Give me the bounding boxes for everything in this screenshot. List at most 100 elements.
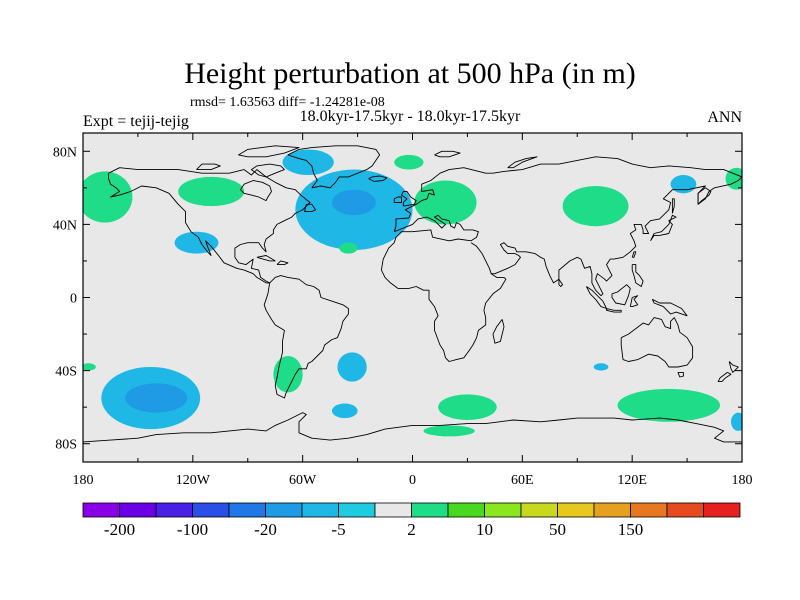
longitude-labels: 180 120W 60W 0 60E 120E 180 [73, 473, 753, 488]
colorbar-box [155, 502, 193, 518]
colorbar-box [520, 502, 558, 518]
colorbar-box [338, 502, 376, 518]
experiment-label: Expt = tejij-tejig [83, 113, 189, 130]
colorbar-box [192, 502, 230, 518]
coastline-new-zealand-south [717, 372, 732, 383]
colorbar-label: -5 [331, 520, 345, 539]
colorbar-box [593, 502, 631, 518]
coastline-cuba [256, 255, 276, 262]
lat-tick-label: 40S [55, 365, 77, 380]
lat-tick-label: 40N [53, 218, 77, 233]
coastline-new-zealand-north [728, 361, 739, 373]
coastline-tasmania [677, 371, 684, 378]
anomaly-positive-18 [83, 363, 96, 371]
lon-tick-label: 180 [732, 473, 753, 488]
colorbar-box [82, 502, 120, 518]
coastline-novaya-zemlya [507, 156, 538, 169]
anomaly-negative-core-5 [125, 383, 188, 413]
anomaly-negative-9 [731, 412, 742, 431]
lat-tick-label: 80N [53, 145, 77, 160]
colorbar-label: 2 [407, 520, 416, 539]
anomaly-positive-22 [423, 425, 475, 437]
colorbar-box [228, 502, 266, 518]
colorbar-labels: -200 -100 -20 -5 2 10 50 150 [104, 520, 643, 539]
coastline-borneo [611, 284, 631, 306]
colorbar: -200 -100 -20 -5 2 10 50 150 [82, 502, 741, 539]
lon-tick-label: 0 [409, 473, 416, 488]
coastline-philippines [631, 264, 644, 287]
coastline-sakhalin [671, 198, 675, 214]
lon-tick-label: 120E [617, 473, 647, 488]
coastline-sumatra [585, 286, 607, 309]
coastlines [83, 145, 742, 443]
anomaly-positive-17 [339, 242, 358, 254]
anomaly-positive-11 [83, 171, 133, 223]
anomaly-positive-15 [562, 186, 629, 227]
lon-tick-label: 60E [511, 473, 534, 488]
coastline-hudson-bay [240, 180, 272, 202]
colorbar-label: 50 [549, 520, 566, 539]
anomaly-negative-core-1 [331, 189, 376, 216]
anomaly-negative-7 [331, 403, 358, 419]
anomaly-contours [83, 149, 742, 437]
lat-tick-label: 0 [70, 292, 77, 307]
subtitle: 18.0kyr-17.5kyr - 18.0kyr-17.5kyr [300, 108, 521, 125]
colorbar-box [484, 502, 522, 518]
coastline-ireland [393, 196, 402, 203]
colorbar-box [703, 502, 741, 518]
coastline-arabia-red-sea [470, 242, 492, 274]
anomaly-positive-21 [617, 388, 721, 422]
coastline-greenland [287, 145, 381, 189]
anomaly-negative-2 [174, 231, 219, 254]
plot-title: Height perturbation at 500 hPa (in m) [184, 57, 636, 90]
coastline-iceland [368, 175, 388, 182]
coastline-new-guinea [651, 298, 688, 317]
colorbar-box [630, 502, 668, 518]
anomaly-positive-14 [394, 154, 424, 170]
anomaly-positive-19 [273, 355, 303, 393]
colorbar-label: -200 [104, 520, 135, 539]
anomaly-negative-8 [593, 363, 609, 371]
anomaly-positive-12 [178, 176, 245, 207]
coastline-sulawesi [629, 295, 639, 308]
coastline-australia [620, 317, 694, 368]
colorbar-label: 150 [618, 520, 644, 539]
colorbar-box [119, 502, 157, 518]
coastline-java [606, 308, 622, 313]
coastline-sri-lanka [558, 278, 564, 287]
colorbar-box [301, 502, 339, 518]
coastline-eurasia-africa [380, 156, 742, 362]
coastline-ellesmere [238, 145, 300, 158]
coastline-victoria-island [196, 163, 221, 171]
anomaly-positive-13 [414, 180, 477, 225]
coastline-south-america [263, 275, 349, 399]
coastline-newfoundland [304, 203, 316, 213]
lon-tick-label: 120W [176, 473, 211, 488]
coastline-antarctica [83, 412, 742, 443]
coastline-hispaniola [276, 260, 289, 266]
colorbar-label: 10 [476, 520, 493, 539]
colorbar-boxes [82, 502, 741, 518]
map-panel: 180 120W 60W 0 60E 120E 180 80N 40N 0 40S 80S [53, 132, 753, 488]
anomaly-positive-16 [725, 167, 742, 190]
coastline-japan [650, 214, 677, 242]
coastline-baffin-island [250, 163, 285, 178]
colorbar-box [374, 502, 412, 518]
season-label: ANN [707, 109, 742, 126]
coastline-taiwan [631, 251, 637, 258]
anomaly-negative-6 [337, 352, 367, 382]
anomaly-positive-20 [438, 394, 497, 420]
map-ticks [82, 133, 743, 462]
latitude-labels: 80N 40N 0 40S 80S [53, 145, 77, 452]
coastline-great-britain [401, 191, 417, 207]
colorbar-box [666, 502, 704, 518]
lat-tick-label: 80S [55, 438, 77, 453]
colorbar-label: -100 [177, 520, 208, 539]
colorbar-box [265, 502, 303, 518]
colorbar-box [557, 502, 595, 518]
colorbar-box [447, 502, 485, 518]
coastline-madagascar [492, 319, 505, 344]
lon-tick-label: 180 [73, 473, 94, 488]
coastline-north-america [108, 167, 311, 284]
